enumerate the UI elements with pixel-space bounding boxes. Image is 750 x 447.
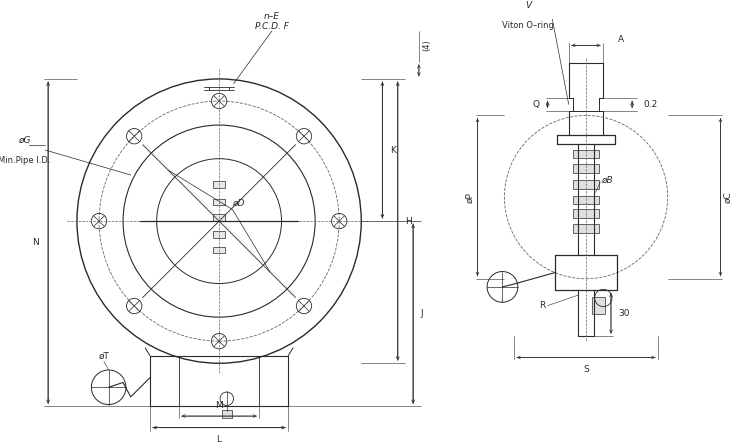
Text: H: H bbox=[406, 217, 412, 226]
Bar bbox=[572, 196, 599, 204]
Text: 30: 30 bbox=[619, 309, 630, 318]
Bar bbox=[213, 247, 225, 253]
Text: øT: øT bbox=[98, 351, 109, 360]
Bar bbox=[213, 214, 225, 221]
Text: K: K bbox=[390, 146, 396, 155]
Text: Q: Q bbox=[533, 100, 540, 109]
Text: R: R bbox=[539, 301, 546, 310]
Bar bbox=[222, 410, 232, 418]
Bar bbox=[572, 164, 599, 173]
Text: P.C.D. F: P.C.D. F bbox=[255, 22, 289, 31]
Text: øC: øC bbox=[724, 191, 733, 203]
Bar bbox=[592, 297, 605, 314]
Bar bbox=[213, 181, 225, 188]
Text: øP: øP bbox=[465, 192, 474, 202]
Text: M: M bbox=[215, 401, 223, 410]
Text: L: L bbox=[217, 435, 221, 444]
Text: V: V bbox=[525, 1, 532, 10]
Text: Viton O–ring: Viton O–ring bbox=[503, 21, 554, 30]
Text: Min.Pipe I.D.: Min.Pipe I.D. bbox=[0, 156, 50, 165]
Bar bbox=[572, 150, 599, 158]
Text: (4): (4) bbox=[422, 39, 431, 51]
Bar bbox=[572, 224, 599, 233]
Bar bbox=[213, 198, 225, 205]
Text: øD: øD bbox=[232, 198, 245, 208]
Text: n–E: n–E bbox=[264, 13, 280, 21]
Bar bbox=[572, 209, 599, 218]
Bar bbox=[213, 231, 225, 238]
Text: J: J bbox=[421, 309, 424, 318]
Text: N: N bbox=[32, 238, 38, 247]
Text: øB: øB bbox=[602, 175, 613, 184]
Text: A: A bbox=[617, 35, 624, 44]
Text: S: S bbox=[584, 365, 589, 374]
Text: 0.2: 0.2 bbox=[644, 100, 658, 109]
Bar bbox=[572, 180, 599, 189]
Text: øG: øG bbox=[18, 135, 30, 144]
